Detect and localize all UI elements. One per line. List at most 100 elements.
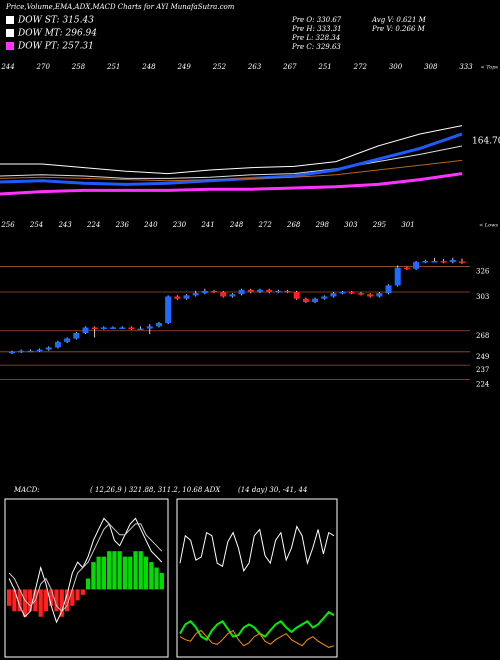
low-label: 241 [200, 221, 214, 229]
adx-line [179, 629, 335, 648]
top-label: 248 [141, 63, 156, 71]
low-label: 230 [172, 221, 187, 229]
candle-body [45, 347, 52, 350]
top-label: 308 [424, 63, 438, 71]
top-label: 251 [317, 63, 331, 71]
y-tick-label: 268 [476, 332, 489, 340]
top-label: 263 [247, 63, 262, 71]
top-label: 258 [71, 63, 86, 71]
macd-bar [122, 556, 128, 590]
low-label: 254 [29, 221, 43, 229]
macd-bar [59, 589, 64, 617]
candle-body [229, 294, 236, 297]
stat: Pre V: 0.266 M [371, 25, 426, 33]
macd-bar [149, 562, 154, 590]
low-label: 268 [286, 221, 301, 229]
candle-body [275, 290, 282, 293]
candle-body [110, 327, 117, 329]
candle-body [137, 328, 144, 331]
macd-bar [38, 589, 43, 617]
macd-bar [64, 589, 70, 612]
adx-line [179, 610, 335, 642]
top-label: 251 [106, 63, 120, 71]
ema-line [0, 172, 463, 196]
candle-body [73, 333, 80, 339]
candle-body [155, 323, 162, 327]
macd-bar [96, 556, 101, 590]
candle-body [302, 298, 309, 302]
candle-body [348, 292, 355, 294]
chart-title: Price,Volume,EMA,ADX,MACD Charts for AYI… [5, 3, 235, 11]
y-tick-label: 303 [476, 293, 489, 301]
low-label: 301 [401, 221, 414, 229]
macd-line [8, 517, 163, 624]
candle-body [256, 289, 263, 293]
stat: Pre H: 333.31 [291, 25, 342, 33]
candle-body [9, 351, 15, 354]
macd-bar [128, 556, 133, 590]
candle-body [247, 289, 254, 293]
candle-body [54, 341, 61, 348]
macd-bar [143, 556, 149, 590]
ema-line [0, 145, 463, 179]
candle-body [82, 327, 89, 333]
stat: Pre C: 329.63 [291, 43, 341, 51]
top-label: 270 [36, 63, 51, 71]
macd-bar [75, 589, 80, 601]
stat: Pre O: 330.67 [291, 16, 342, 24]
macd-bar [28, 589, 33, 612]
macd-bar [17, 589, 22, 612]
macd-bar [133, 551, 138, 590]
top-label: 249 [176, 63, 191, 71]
macd-bar [7, 589, 12, 606]
macd-bar [54, 589, 59, 612]
low-label: 256 [0, 221, 15, 229]
candle-body [211, 290, 218, 293]
macd-bar [112, 551, 117, 590]
candle-body [128, 327, 135, 329]
candle-body [192, 293, 199, 296]
ema-line [0, 132, 463, 186]
candle-body [394, 267, 401, 286]
low-label: 298 [315, 221, 330, 229]
lows-caption: < Lows [479, 223, 498, 229]
candle-body [64, 338, 71, 342]
candle-body [385, 285, 392, 294]
macd-bar [86, 578, 91, 590]
candle-body [146, 326, 153, 329]
signal-line [8, 523, 163, 613]
candle-body [339, 292, 346, 294]
low-label: 272 [257, 221, 272, 229]
macd-bar [107, 551, 112, 590]
candle-body [431, 261, 438, 263]
candle-body [449, 259, 456, 263]
candle-body [367, 294, 374, 297]
low-label: 240 [143, 221, 158, 229]
candle-body [284, 290, 291, 293]
ema-line [0, 125, 463, 175]
stat: Pre L: 328.34 [291, 34, 340, 42]
macd-bar [101, 556, 107, 590]
candle-body [330, 293, 337, 297]
macd-bar [43, 589, 49, 612]
low-label: 243 [57, 221, 72, 229]
candle-body [36, 349, 43, 352]
candle-body [183, 295, 190, 299]
candle-body [165, 296, 172, 324]
macd-bar [117, 551, 122, 590]
legend-label: DOW PT: 257.31 [17, 42, 94, 52]
candle-body [312, 298, 319, 302]
candle-body [91, 327, 98, 329]
candle-body [266, 289, 273, 293]
candle-body [18, 350, 25, 353]
y-tick-label: 249 [476, 353, 489, 361]
macd-bar [12, 589, 17, 612]
ema-line [0, 159, 463, 182]
macd-bar [91, 562, 96, 590]
candle-body [27, 350, 34, 353]
legend-label: DOW ST: 315.43 [17, 16, 94, 26]
legend-swatch [6, 29, 14, 37]
candle-body [174, 296, 181, 299]
